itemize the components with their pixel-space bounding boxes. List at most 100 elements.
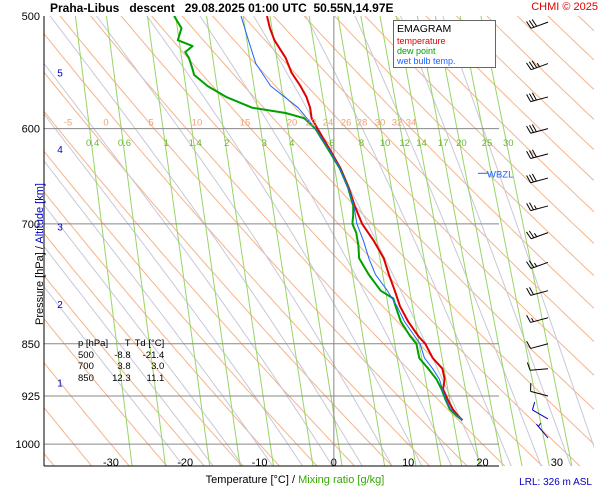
table-header-row: p [hPa] T Td [°C] [76, 338, 166, 350]
dry-adiabat-label: 34 [406, 118, 417, 129]
dry-adiabat-line [44, 33, 431, 466]
table-row: 700 3.8 3.0 [76, 361, 166, 373]
dry-adiabat-line [0, 0, 21, 471]
y-axis-title-pressure: Pressure [hPa] [34, 252, 46, 325]
dry-adiabat-label: 10 [192, 118, 203, 129]
mixing-ratio-line [105, 16, 166, 466]
dry-adiabat-line [486, 16, 594, 121]
wind-barb [526, 124, 549, 134]
wind-barb [526, 314, 549, 323]
moist-adiabat-line [400, 16, 572, 466]
mixing-ratio-label: 17 [438, 138, 449, 149]
mixing-ratio-label: 30 [503, 138, 514, 149]
dry-adiabat-label: -5 [64, 118, 72, 129]
dry-adiabat-line [120, 16, 543, 466]
dry-adiabat-line [59, 16, 468, 466]
altitude-tick-label: 2 [57, 300, 63, 311]
y-tick-label: 500 [22, 11, 40, 23]
legend-item-dewpoint: dew point [397, 46, 436, 56]
wind-barb-flag [531, 173, 537, 182]
dry-adiabat-label: 32 [392, 118, 403, 129]
mixing-ratio-label: 2 [224, 138, 229, 149]
altitude-tick-label: 1 [57, 378, 63, 389]
dry-adiabat-line [394, 16, 594, 213]
lrl-label: LRL: 326 m ASL [519, 477, 592, 488]
wind-barb-flag [526, 362, 531, 371]
dry-adiabat-line [303, 16, 594, 310]
wind-barb [526, 287, 549, 296]
dry-adiabat-line [44, 191, 281, 466]
chart-title: Praha-Libus descent 29.08.2025 01:00 UTC… [50, 1, 394, 15]
x-axis-title-temperature: Temperature [°C] [205, 474, 289, 486]
wind-barb-flag [528, 260, 535, 268]
wind-barb-half-flag [534, 233, 538, 237]
mixing-ratio-line [480, 16, 573, 466]
table-cell: 850 [78, 372, 94, 384]
sounding-series [173, 16, 464, 421]
temperature-line [266, 16, 464, 421]
wind-barb-staff [536, 423, 549, 439]
moist-adiabat-line [199, 16, 453, 466]
x-tick-label: 0 [331, 457, 337, 469]
moist-adiabat-line [146, 16, 423, 466]
x-tick-label: -30 [103, 457, 119, 469]
y-axis-title: Pressure [hPa] / Altitude [km] [34, 144, 46, 364]
moist-adiabat-line [44, 113, 304, 466]
mixing-ratio-line [434, 16, 523, 466]
wind-barb-flag [526, 151, 532, 159]
wind-barb-staff [530, 368, 549, 371]
wind-barb-flag [531, 401, 536, 411]
wind-barb-flag [528, 20, 535, 28]
legend-title: EMAGRAM [397, 23, 452, 35]
wind-barb-flag [531, 92, 537, 101]
legend-item-temperature: temperature [397, 36, 446, 46]
dry-adiabat-label: 20 [287, 118, 298, 129]
wind-barb [526, 149, 549, 159]
mixing-ratio-line [146, 16, 211, 466]
mixing-ratio-label: 25 [482, 138, 493, 149]
wind-barb-flag [529, 202, 534, 211]
mixing-ratio-line [175, 16, 241, 466]
table-cell: 11.1 [146, 372, 165, 384]
x-tick-label: -20 [177, 457, 193, 469]
moist-adiabat-line [44, 62, 333, 466]
mixing-ratio-label: 0.4 [86, 138, 99, 149]
wind-barb-flag [526, 231, 532, 240]
wind-barb [526, 19, 549, 29]
wind-barb-flag [526, 62, 532, 70]
credit-label: CHMI © 2025 [531, 1, 598, 13]
mixing-ratio-label: 10 [380, 138, 391, 149]
y-tick-label: 600 [22, 124, 40, 136]
mixing-ratio-label: 20 [456, 138, 467, 149]
wind-barb [526, 260, 549, 269]
table-cell: -8.8 [114, 349, 131, 361]
mixing-ratio-line [269, 16, 343, 466]
table-row: 850 12.3 11.1 [76, 373, 166, 385]
dry-adiabat-line [577, 16, 594, 32]
x-tick-label: -10 [252, 457, 268, 469]
wind-barb-staff [532, 409, 549, 420]
dry-adiabat-label: 26 [341, 118, 352, 129]
dry-adiabat-line [90, 16, 506, 466]
mixing-ratio-line [206, 16, 274, 466]
mixing-ratio-line [395, 16, 481, 466]
wind-barb [530, 383, 549, 397]
dry-adiabat-line [44, 361, 130, 466]
dry-adiabat-line [455, 16, 594, 151]
legend-item-wetbulb: wet bulb temp. [397, 56, 456, 66]
wind-barb-flag [526, 314, 532, 323]
wind-barb [526, 202, 549, 212]
isobars [44, 16, 499, 466]
wind-barb [526, 340, 549, 349]
mixing-ratio-label: 6 [329, 138, 334, 149]
y-axis-title-altitude: Altitude [km] [34, 183, 46, 244]
wind-barb [531, 401, 549, 420]
wind-barb-flag [531, 19, 538, 27]
wetbulb-line [240, 16, 463, 421]
y-axis-title-separator: / [34, 243, 46, 253]
wind-barb-flag [529, 93, 534, 102]
dry-adiabat-line [44, 150, 318, 466]
dry-adiabat-label: 28 [357, 118, 368, 129]
table-header: T [124, 338, 131, 349]
